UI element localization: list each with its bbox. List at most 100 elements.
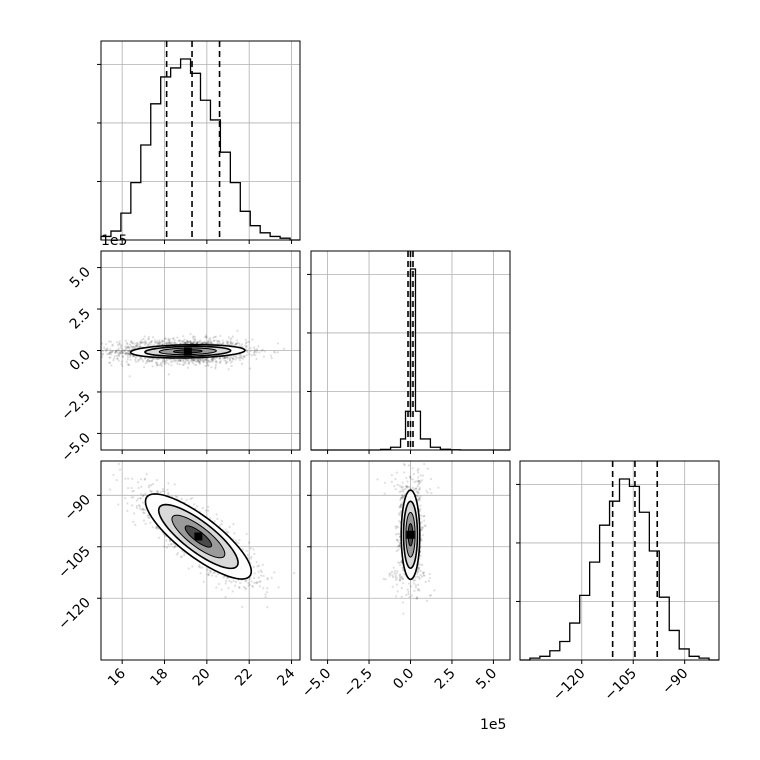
scatter-point bbox=[110, 350, 113, 353]
scatter-point bbox=[194, 360, 198, 363]
scatter-point bbox=[165, 361, 168, 364]
scatter-point bbox=[192, 503, 196, 506]
scatter-point bbox=[161, 487, 165, 491]
scatter-point bbox=[417, 491, 420, 494]
scatter-point bbox=[108, 361, 111, 364]
scatter-point bbox=[196, 358, 199, 361]
scatter-point bbox=[208, 340, 211, 343]
scatter-point bbox=[272, 350, 276, 353]
scatter-point bbox=[223, 357, 226, 360]
scatter-point bbox=[412, 579, 415, 582]
scatter-point bbox=[416, 589, 420, 592]
scatter-point bbox=[117, 359, 120, 362]
contour-line-0 bbox=[129, 343, 246, 359]
scatter-point bbox=[142, 337, 145, 341]
scatter-point bbox=[127, 346, 130, 349]
scatter-point bbox=[143, 477, 147, 480]
scatter-point bbox=[193, 358, 196, 361]
scatter-point bbox=[376, 478, 379, 481]
scatter-point bbox=[398, 574, 401, 577]
scatter-point bbox=[398, 541, 401, 545]
scatter-point bbox=[187, 341, 191, 344]
scatter-point bbox=[234, 539, 237, 542]
scatter-point bbox=[389, 572, 392, 575]
scatter-point bbox=[179, 359, 182, 362]
scatter-point bbox=[197, 358, 200, 361]
scatter-point bbox=[218, 357, 222, 360]
scatter-point bbox=[231, 341, 235, 344]
scatter-point bbox=[167, 341, 170, 345]
scatter-point bbox=[228, 358, 232, 361]
scatter-point bbox=[173, 359, 176, 362]
scatter-point bbox=[146, 358, 149, 362]
scatter-point bbox=[163, 362, 167, 366]
scatter-point bbox=[190, 497, 194, 500]
scatter-point bbox=[199, 566, 202, 569]
scatter-point bbox=[223, 356, 227, 359]
scatter-point bbox=[207, 340, 210, 343]
scatter-point bbox=[428, 577, 432, 580]
scatter-point bbox=[234, 343, 237, 346]
scatter-point bbox=[173, 338, 176, 342]
scatter-point bbox=[147, 337, 150, 340]
scatter-point bbox=[218, 340, 221, 343]
scatter-point bbox=[150, 490, 154, 493]
scatter-point bbox=[117, 347, 120, 351]
scatter-point bbox=[260, 574, 263, 577]
scatter-point bbox=[407, 593, 410, 596]
scatter-point bbox=[394, 525, 397, 528]
scatter-point bbox=[191, 361, 194, 365]
scatter-point bbox=[219, 361, 222, 364]
scatter-point bbox=[128, 347, 131, 350]
scatter-point bbox=[270, 356, 273, 360]
scatter-point bbox=[236, 339, 239, 342]
scatter-point bbox=[112, 359, 115, 362]
scatter-point bbox=[143, 493, 146, 496]
scatter-point bbox=[215, 359, 218, 363]
scatter-point bbox=[255, 348, 258, 351]
scatter-point bbox=[417, 497, 420, 501]
scatter-point bbox=[154, 362, 158, 365]
scatter-point bbox=[171, 360, 174, 363]
scatter-point bbox=[130, 477, 134, 480]
scatter-point bbox=[399, 578, 402, 581]
scatter-point bbox=[423, 519, 426, 522]
scatter-point bbox=[114, 350, 117, 353]
scatter-point bbox=[139, 340, 142, 343]
scatter-point bbox=[115, 349, 119, 352]
scatter-point bbox=[130, 486, 133, 490]
scatter-point bbox=[205, 509, 208, 512]
scatter-point bbox=[148, 484, 151, 487]
scatter-point bbox=[193, 359, 196, 362]
scatter-point bbox=[127, 346, 130, 349]
scatter-point bbox=[158, 357, 161, 361]
scatter-point bbox=[180, 497, 183, 500]
scatter-point bbox=[235, 342, 238, 346]
scatter-point bbox=[211, 357, 214, 360]
scatter-point bbox=[205, 342, 208, 345]
scatter-point bbox=[182, 363, 185, 366]
scatter-point bbox=[161, 343, 164, 346]
scatter-point bbox=[181, 340, 184, 343]
scatter-point bbox=[264, 595, 267, 599]
scatter-point bbox=[417, 467, 420, 471]
scatter-point bbox=[395, 572, 398, 575]
scatter-point bbox=[250, 354, 253, 357]
scatter-point bbox=[175, 358, 178, 361]
scatter-point bbox=[241, 548, 244, 551]
scatter-point bbox=[240, 356, 243, 360]
scatter-point bbox=[120, 360, 124, 363]
scatter-point bbox=[418, 482, 421, 485]
scatter-point bbox=[140, 485, 143, 488]
scatter-point bbox=[405, 485, 408, 488]
scatter-point bbox=[181, 358, 185, 362]
scatter-point bbox=[129, 345, 133, 348]
scatter-point bbox=[144, 492, 147, 495]
scatter-point bbox=[401, 577, 404, 581]
scatter-point bbox=[210, 366, 213, 369]
scatter-point bbox=[138, 507, 141, 510]
scatter-point bbox=[417, 492, 420, 495]
scatter-point bbox=[207, 505, 210, 508]
scatter-point bbox=[155, 361, 158, 364]
scatter-point bbox=[196, 340, 199, 343]
